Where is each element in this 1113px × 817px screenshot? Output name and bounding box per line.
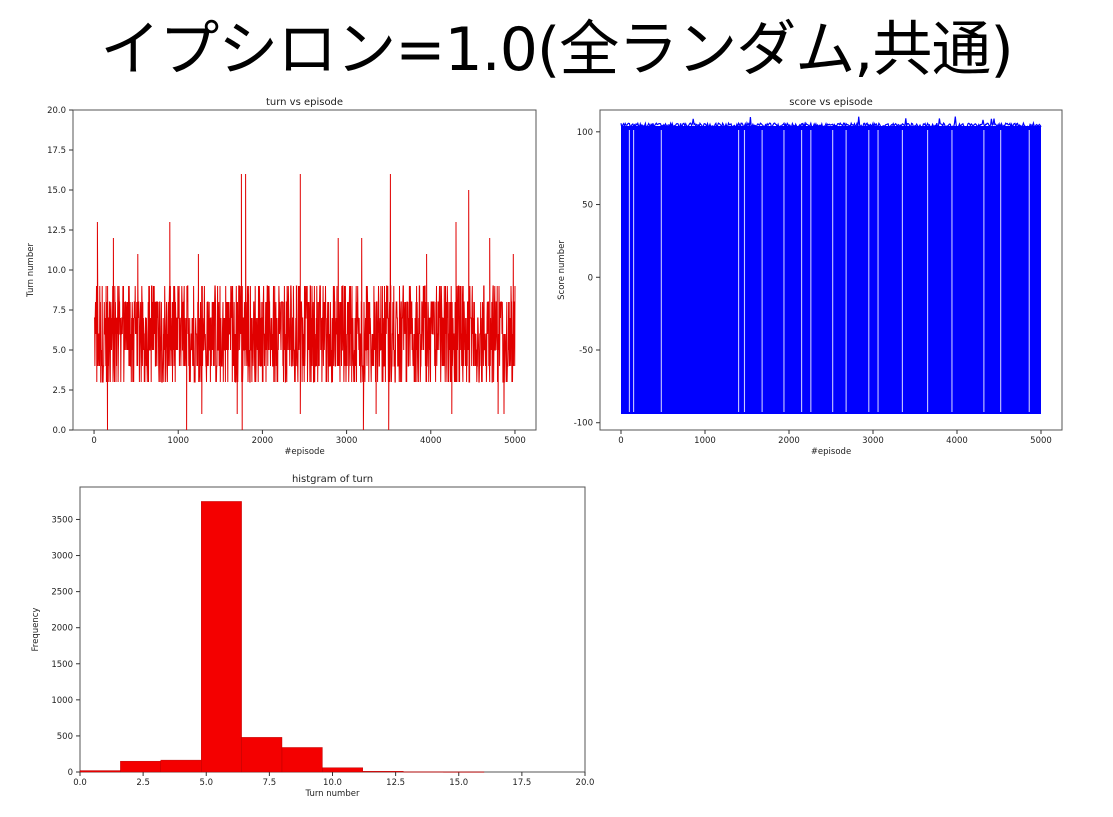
turn-vs-episode-chart: turn vs episode #episode Turn number 0 1000 2… xyxy=(26,97,537,457)
score-series-line xyxy=(620,116,1042,130)
x-tick-label: 5000 xyxy=(1030,436,1052,446)
x-axis-label: #episode xyxy=(284,447,324,457)
y-tick-label: 7.5 xyxy=(52,306,66,316)
chart-title: turn vs episode xyxy=(266,97,343,108)
x-tick-label: 15.0 xyxy=(449,778,468,788)
x-tick-label: 0.0 xyxy=(73,778,87,788)
y-tick-label: 0 xyxy=(588,273,593,283)
y-tick-label: 3000 xyxy=(51,552,73,562)
y-tick-label: 50 xyxy=(582,201,593,211)
chart-title: histgram of turn xyxy=(292,474,373,485)
histogram-bar xyxy=(200,501,242,773)
chart-title: score vs episode xyxy=(789,97,872,108)
x-tick-label: 0 xyxy=(618,436,623,446)
x-tick-label: 1000 xyxy=(167,436,189,446)
x-tick-label: 4000 xyxy=(946,436,968,446)
y-tick-label: 2.5 xyxy=(52,386,66,396)
x-tick-label: 3000 xyxy=(336,436,358,446)
x-tick-label: 17.5 xyxy=(512,778,531,788)
x-tick-label: 2000 xyxy=(778,436,800,446)
x-axis-label: #episode xyxy=(811,447,851,457)
y-tick-label: 3500 xyxy=(51,515,73,525)
histogram-bar xyxy=(120,760,162,773)
y-tick-label: 12.5 xyxy=(47,226,66,236)
histogram-bar xyxy=(160,759,202,773)
plot-frame xyxy=(79,486,586,773)
turn-histogram-chart: histgram of turn Turn number Frequency 0.0 2… xyxy=(31,474,595,799)
y-tick-label: -100 xyxy=(574,419,593,429)
y-axis-label: Score number xyxy=(557,240,567,300)
x-tick-label: 12.5 xyxy=(386,778,405,788)
x-axis-label: Turn number xyxy=(305,789,360,799)
y-tick-label: 15.0 xyxy=(47,186,66,196)
x-tick-label: 0 xyxy=(91,436,96,446)
y-tick-label: 2000 xyxy=(51,624,73,634)
score-series-fill xyxy=(621,126,1041,414)
y-tick-label: 0 xyxy=(68,768,73,778)
slide-title: イプシロン=1.0(全ランダム,共通) xyxy=(100,15,1014,85)
histogram-bar xyxy=(362,771,404,773)
y-tick-label: 5.0 xyxy=(52,346,66,356)
x-tick-label: 2.5 xyxy=(136,778,150,788)
y-tick-label: -50 xyxy=(579,346,593,356)
x-tick-label: 10.0 xyxy=(323,778,342,788)
y-axis-label: Frequency xyxy=(31,608,41,652)
y-tick-label: 17.5 xyxy=(47,146,66,156)
y-tick-label: 1500 xyxy=(51,660,73,670)
y-tick-label: 1000 xyxy=(51,696,73,706)
histogram-bar xyxy=(241,737,283,773)
x-tick-label: 5.0 xyxy=(199,778,213,788)
x-tick-label: 3000 xyxy=(862,436,884,446)
score-vs-episode-chart: score vs episode #episode Score number 0 100… xyxy=(557,97,1063,457)
y-tick-label: 2500 xyxy=(51,588,73,598)
y-tick-label: 100 xyxy=(577,128,593,138)
turn-series-line xyxy=(94,173,516,431)
y-tick-label: 20.0 xyxy=(47,106,66,116)
histogram-bar xyxy=(443,771,485,773)
y-axis-label: Turn number xyxy=(26,243,36,298)
x-tick-label: 20.0 xyxy=(576,778,595,788)
y-tick-label: 10.0 xyxy=(47,266,66,276)
y-tick-label: 0.0 xyxy=(52,426,66,436)
x-tick-label: 5000 xyxy=(504,436,526,446)
histogram-bar xyxy=(79,770,121,773)
x-tick-label: 7.5 xyxy=(263,778,277,788)
histogram-bar xyxy=(322,767,363,773)
y-tick-label: 500 xyxy=(57,732,73,742)
x-tick-label: 4000 xyxy=(420,436,442,446)
histogram-bar xyxy=(403,771,444,773)
histogram-bar xyxy=(281,747,323,773)
x-tick-label: 1000 xyxy=(694,436,716,446)
x-tick-label: 2000 xyxy=(252,436,274,446)
